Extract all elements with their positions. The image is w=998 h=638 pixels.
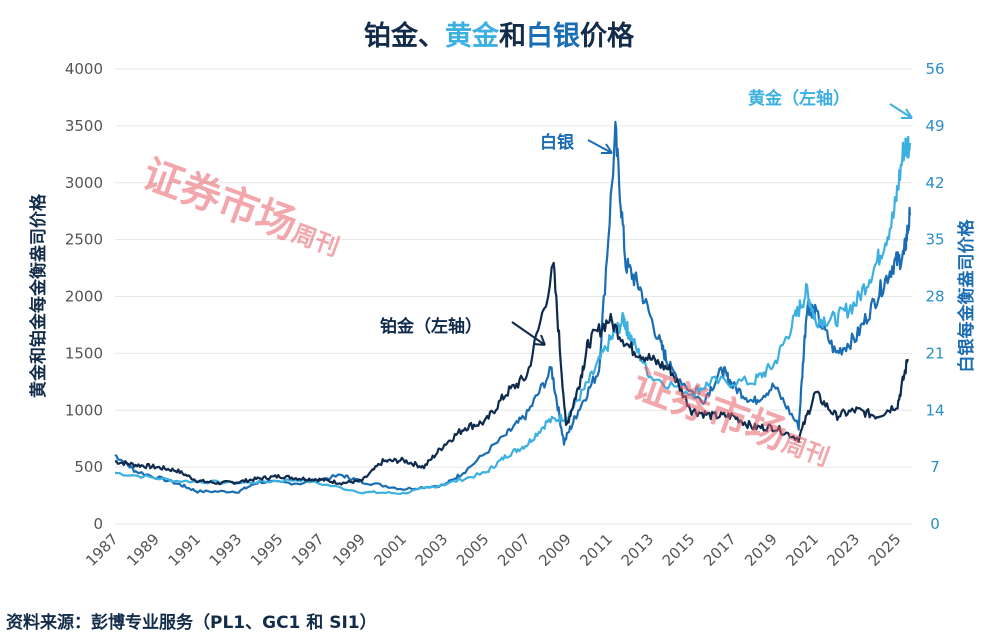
title-price: 价格 xyxy=(580,21,634,52)
title-gold: 黄金 xyxy=(445,21,499,52)
y-tick-label: 0 xyxy=(93,515,103,533)
x-tick-label: 1991 xyxy=(164,530,204,570)
y2-tick-label: 28 xyxy=(925,288,944,306)
x-tick-label: 2005 xyxy=(453,530,493,570)
watermark-logo-main: 证券市场 xyxy=(627,360,793,459)
y-tick-label: 4000 xyxy=(65,60,103,78)
watermark-logo-sub: 周刊 xyxy=(288,218,343,262)
x-tick-label: 2025 xyxy=(865,530,905,570)
y-tick-label: 1500 xyxy=(65,344,103,362)
x-tick-label: 1993 xyxy=(206,530,246,570)
series-line-silver xyxy=(114,120,911,494)
x-tick-label: 1997 xyxy=(288,530,328,570)
x-tick-label: 2009 xyxy=(535,530,575,570)
title-platinum: 铂金、 xyxy=(364,21,445,52)
annotation-gold: 黄金（左轴） xyxy=(748,88,850,109)
arrow-icon xyxy=(889,103,913,119)
y2-tick-label: 14 xyxy=(925,401,944,419)
y-tick-label: 2000 xyxy=(65,288,103,306)
y2-tick-label: 21 xyxy=(925,344,944,362)
source-note: 资料来源：彭博专业服务（PL1、GC1 和 SI1） xyxy=(6,613,377,633)
y2-axis-label: 白银每金衡盎司价格 xyxy=(956,219,977,373)
y-axis-label: 黄金和铂金每金衡盎司价格 xyxy=(28,193,49,398)
x-tick-label: 1999 xyxy=(329,530,369,570)
series-line-platinum xyxy=(114,261,909,486)
chart-title: 铂金、黄金和白银价格 xyxy=(0,14,998,53)
x-tick-label: 2011 xyxy=(576,530,616,570)
y-tick-label: 3500 xyxy=(65,117,103,135)
x-tick-label: 2001 xyxy=(370,530,410,570)
x-tick-label: 1989 xyxy=(123,530,163,570)
watermark-logo-sub: 周刊 xyxy=(778,428,833,472)
x-tick-label: 1995 xyxy=(247,530,287,570)
x-tick-label: 2013 xyxy=(618,530,658,570)
arrow-icon xyxy=(511,321,546,346)
title-silver: 白银 xyxy=(526,21,580,52)
annotation-platinum: 铂金（左轴） xyxy=(380,316,482,337)
y2-tick-label: 42 xyxy=(925,174,944,192)
arrow-icon xyxy=(587,139,613,154)
x-tick-label: 2023 xyxy=(823,530,863,570)
watermark-logo: 证券市场周刊 xyxy=(137,150,349,265)
annotation-silver: 白银 xyxy=(540,132,575,153)
x-tick-label: 2021 xyxy=(782,530,822,570)
series-line-gold xyxy=(114,135,911,495)
x-tick-label: 1987 xyxy=(82,530,122,570)
y2-tick-label: 7 xyxy=(930,458,940,476)
y-tick-label: 500 xyxy=(74,458,103,476)
y2-tick-label: 49 xyxy=(925,117,944,135)
x-tick-label: 2003 xyxy=(412,530,452,570)
x-tick-label: 2019 xyxy=(741,530,781,570)
y2-tick-label: 56 xyxy=(925,60,944,78)
x-tick-label: 2007 xyxy=(494,530,534,570)
y2-tick-label: 35 xyxy=(925,231,944,249)
x-tick-label: 2015 xyxy=(659,530,699,570)
y-tick-label: 1000 xyxy=(65,401,103,419)
x-tick-label: 2017 xyxy=(700,530,740,570)
y-tick-label: 3000 xyxy=(65,174,103,192)
y-tick-label: 2500 xyxy=(65,231,103,249)
y2-tick-label: 0 xyxy=(930,515,940,533)
title-and: 和 xyxy=(499,21,526,52)
watermark-logo-main: 证券市场 xyxy=(137,150,303,249)
